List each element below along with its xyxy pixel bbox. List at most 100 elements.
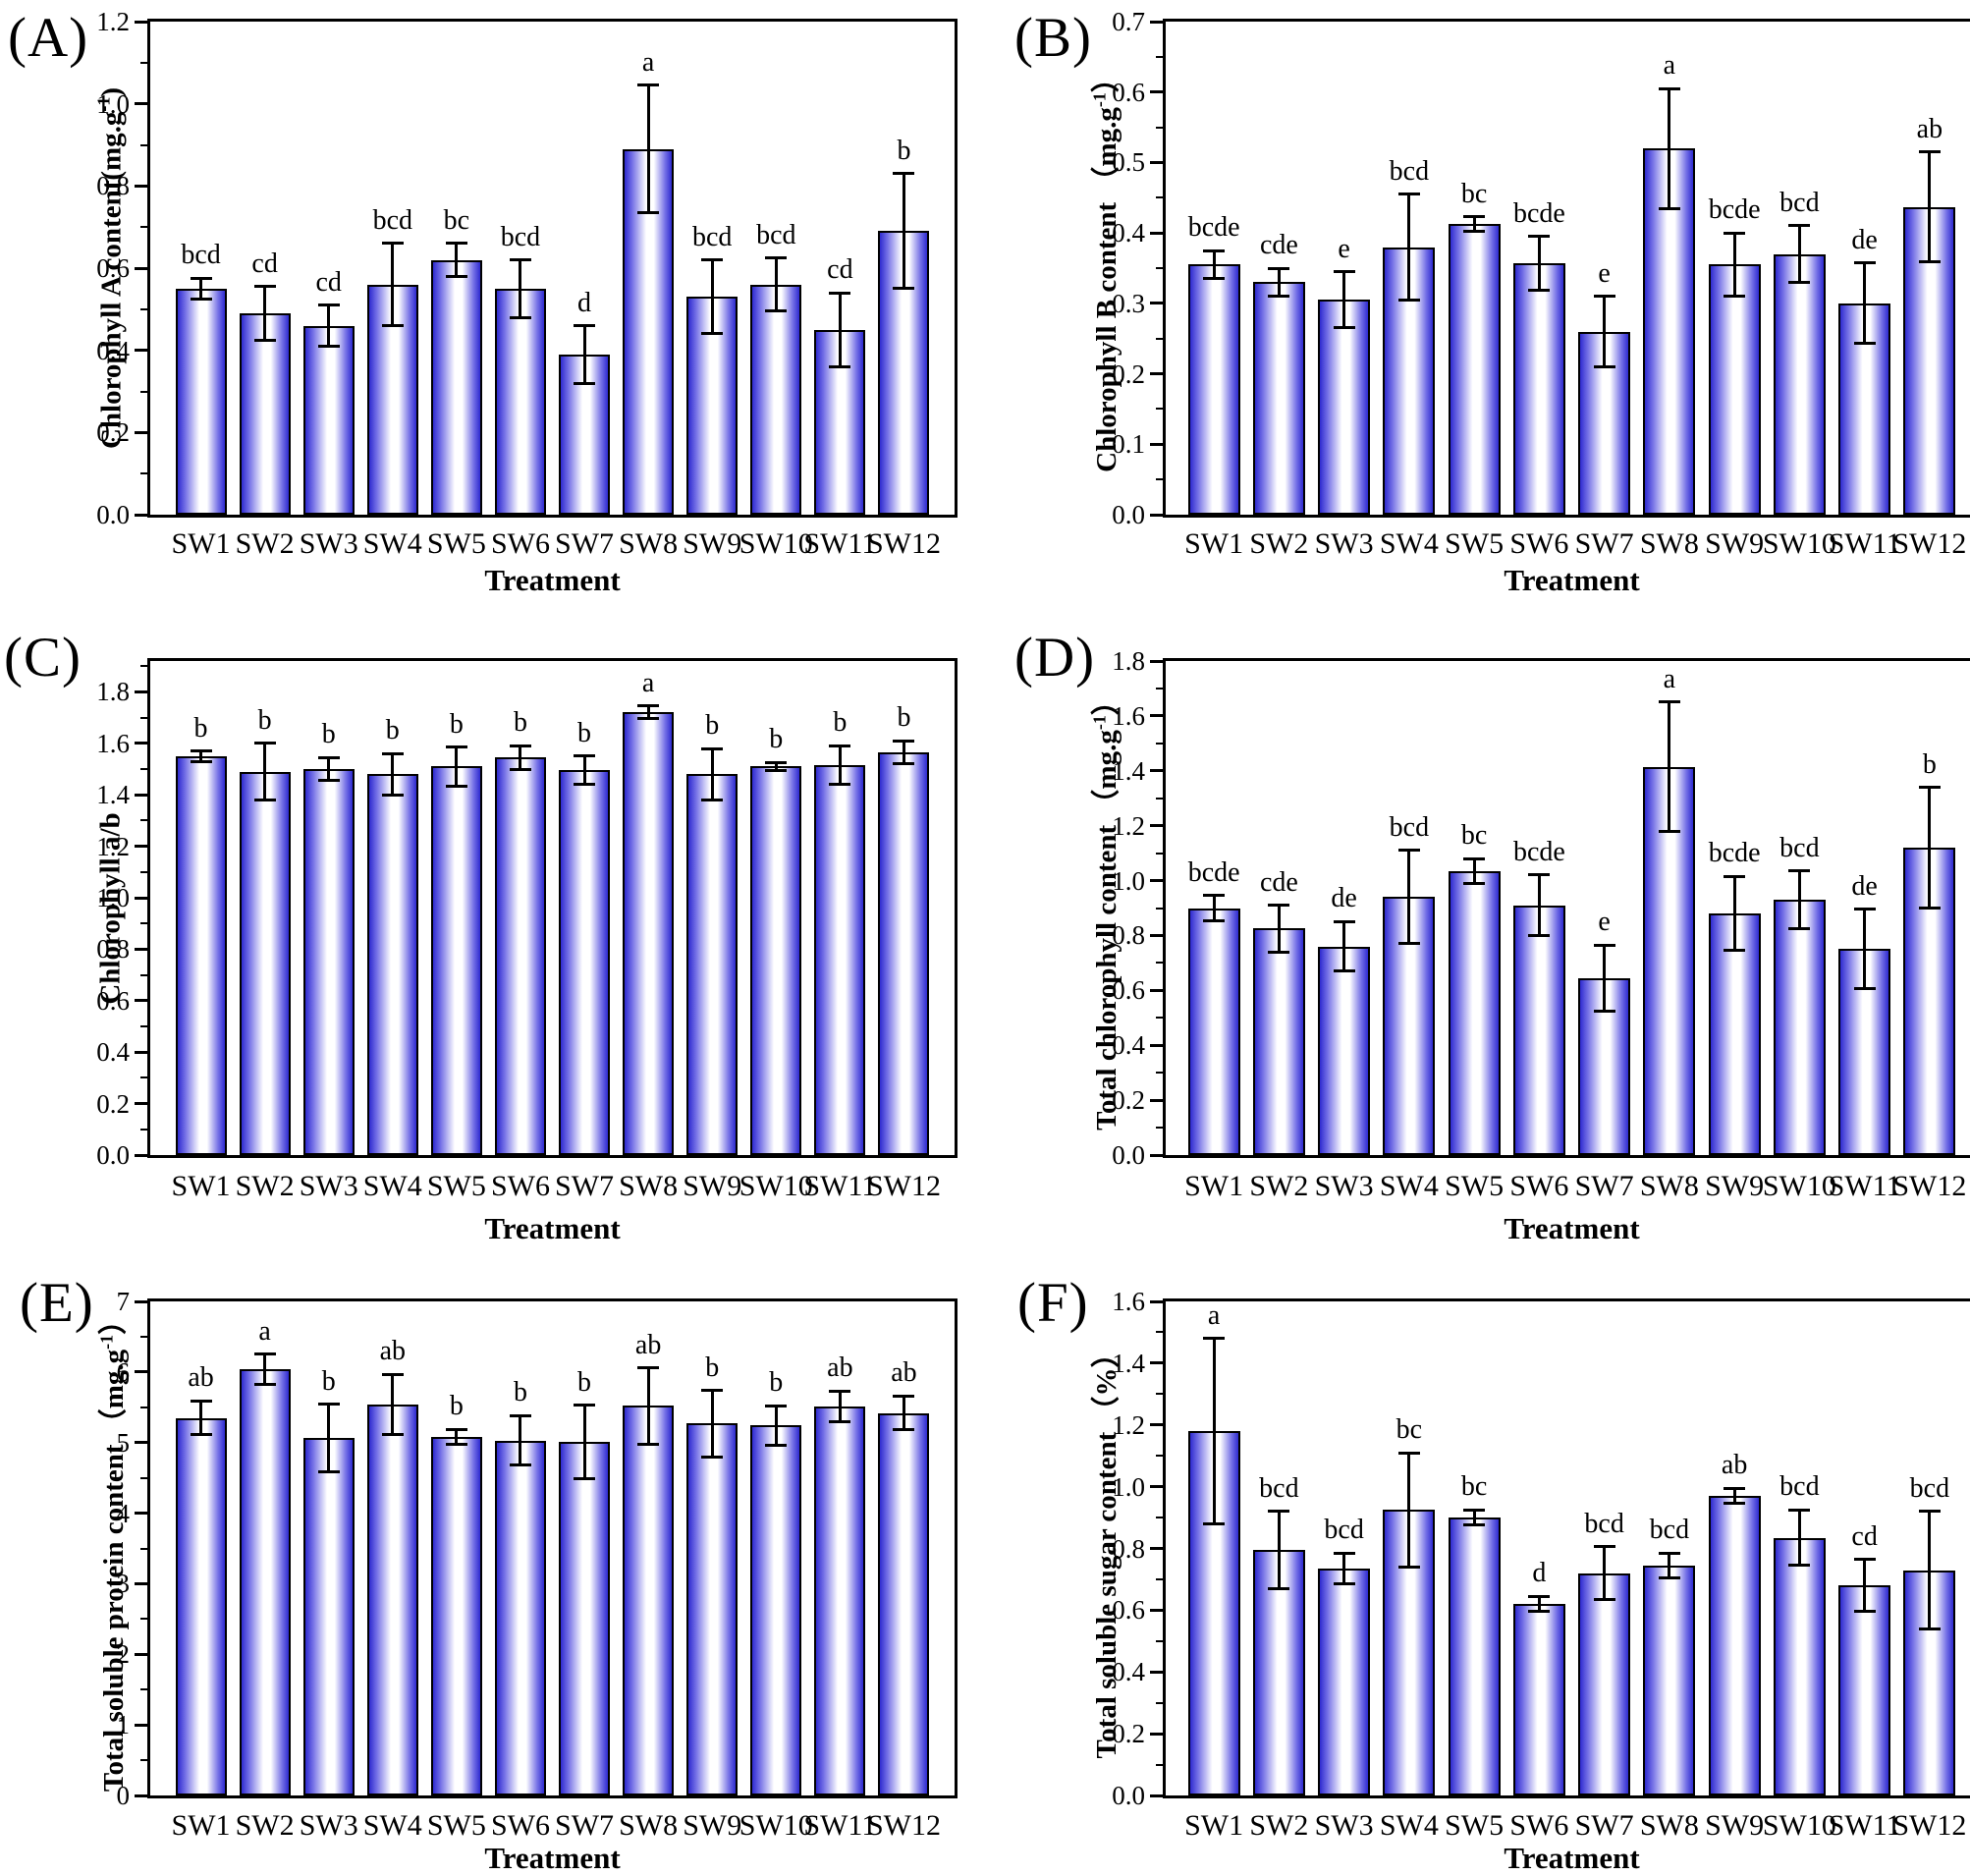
panel-E-plot-area: ab a b ab b b b ab b b ab ab [147,1298,958,1798]
significance-letter-SW6: d [1532,1558,1547,1589]
significance-letter-SW1: ab [188,1362,214,1394]
error-bar-cap [1333,1551,1355,1555]
error-bar-cap [445,745,467,749]
y-minor-tick [1156,1639,1163,1642]
panel-B-plot-area: bcde cde e bcd bc bcde e a bcde bcd de ab [1163,19,1970,518]
x-tick-label-SW6: SW6 [490,527,550,560]
bar-SW11 [1838,1585,1891,1795]
error-bar-SW7 [1603,945,1607,1012]
bar-SW2 [239,771,291,1155]
x-tick-label-SW2: SW2 [1249,527,1309,560]
y-minor-tick [140,973,147,976]
error-bar-cap [1203,894,1226,898]
significance-letter-SW2: bcd [1259,1472,1299,1504]
panel-C-tag: (C) [4,627,82,689]
y-major-tick [135,1050,147,1054]
y-major-tick [135,1441,147,1445]
y-major-tick [1150,1361,1163,1365]
error-bar-cap [574,381,596,385]
y-tick-label: 0.4 [96,335,130,365]
y-major-tick [1150,372,1163,376]
y-major-tick [1150,933,1163,937]
error-bar-cap [1853,1558,1876,1562]
y-tick-label: 1.2 [96,831,130,861]
bar-SW10 [1773,253,1826,515]
error-bar-cap [1593,1597,1615,1601]
bar-SW2 [239,313,291,515]
y-tick-label: 6 [116,1356,131,1387]
bar-SW3 [1318,1568,1371,1795]
y-minor-tick [140,1076,147,1079]
error-bar-cap [829,744,851,747]
bar-SW11 [814,1407,866,1795]
error-bar-cap [829,1389,851,1393]
error-bar-SW2 [263,286,267,341]
significance-letter-SW9: ab [1721,1450,1748,1481]
x-tick-label-SW2: SW2 [1249,1170,1309,1202]
error-bar-SW11 [838,745,842,785]
x-tick-label-SW11: SW11 [803,1170,877,1202]
y-tick-label: 0.2 [1112,1085,1145,1116]
error-bar-cap [1333,326,1355,330]
x-tick-label-SW8: SW8 [619,1809,679,1842]
x-tick-label-SW1: SW1 [171,527,231,560]
error-bar-cap [445,274,467,278]
panel-D: (D) Total chlorophyll content （mg.g-1） b… [985,614,1970,1247]
error-bar-cap [381,793,404,797]
y-tick-label: 0.7 [1112,7,1145,36]
bar-SW7 [559,770,611,1155]
y-major-tick [1150,1608,1163,1612]
y-minor-tick [1156,1331,1163,1334]
error-bar-cap [1268,1586,1290,1590]
bar-SW2 [239,1368,291,1795]
bar-SW5 [1448,1517,1501,1795]
error-bar-SW8 [646,705,650,719]
y-major-tick [135,20,147,24]
y-tick-label: 0.2 [1112,359,1145,389]
error-bar-cap [1463,856,1486,860]
error-bar-cap [381,1433,404,1437]
error-bar-cap [253,338,276,342]
error-bar-cap [1528,1594,1551,1598]
error-bar-cap [1268,295,1290,299]
y-tick-label: 0.6 [1112,1595,1145,1626]
error-bar-SW12 [1928,1511,1932,1629]
error-bar-cap [317,755,340,759]
error-bar-cap [1918,1510,1941,1514]
error-bar-cap [317,779,340,783]
y-major-tick [135,1512,147,1516]
significance-letter-SW4: bcd [1389,155,1430,187]
y-tick-label: 1.0 [1112,1471,1145,1502]
x-tick-label-SW4: SW4 [1379,527,1439,560]
error-bar-SW4 [1407,1453,1411,1568]
error-bar-SW3 [1342,1553,1346,1584]
significance-letter-SW8: bcd [1649,1515,1690,1546]
error-bar-cap [893,739,915,743]
y-major-tick [135,1793,147,1797]
error-bar-cap [1333,969,1355,973]
bar-SW10 [750,766,802,1155]
y-tick-label: 1.4 [96,780,130,810]
bar-SW6 [494,1440,546,1795]
error-bar-cap [1528,873,1551,877]
y-minor-tick [1156,907,1163,910]
y-tick-label: 0.6 [1112,975,1145,1006]
x-tick-label-SW11: SW11 [1828,1170,1901,1202]
error-bar-cap [701,1455,724,1459]
error-bar-cap [1593,364,1615,368]
y-major-tick [135,1652,147,1656]
error-bar-cap [1397,849,1420,853]
y-minor-tick [140,307,147,310]
error-bar-cap [1724,1486,1746,1490]
y-tick-label: 1.0 [96,883,130,913]
panel-A-x-axis-title: Treatment [484,563,621,597]
bar-SW9 [686,1423,739,1795]
y-major-tick [1150,988,1163,992]
bar-SW4 [366,1404,418,1795]
significance-letter-SW1: a [1207,1299,1221,1331]
error-bar-cap [1658,1551,1680,1555]
significance-letter-SW7: e [1598,257,1611,289]
bar-SW10 [1773,900,1826,1155]
significance-letter-SW5: b [449,1391,464,1422]
